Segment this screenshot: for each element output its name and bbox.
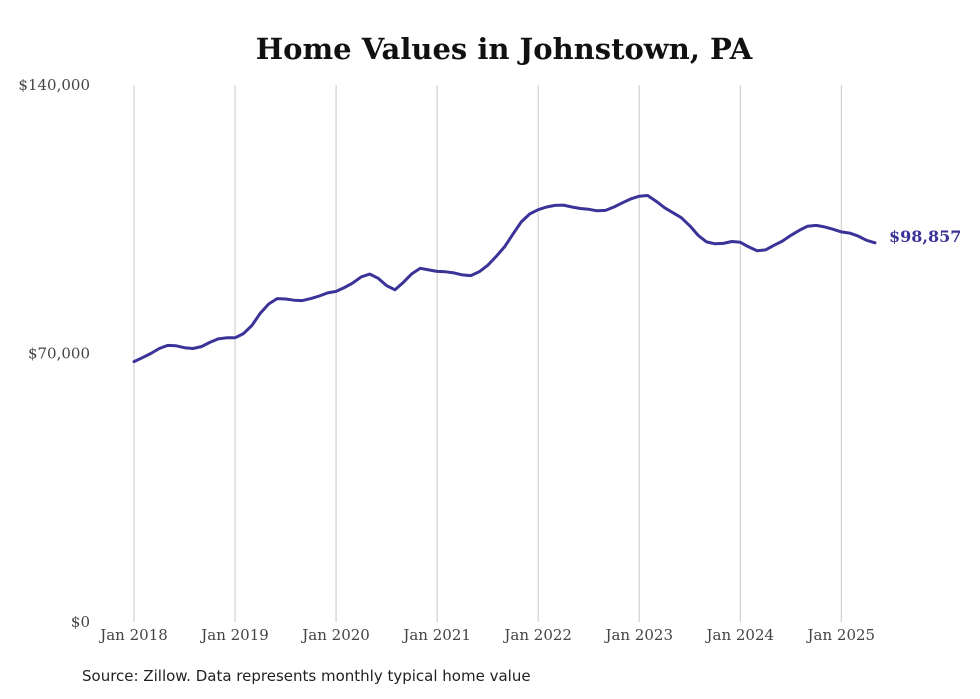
gridlines bbox=[133, 85, 842, 622]
y-tick-label: $140,000 bbox=[18, 76, 90, 94]
x-tick-label: Jan 2022 bbox=[502, 626, 572, 644]
x-axis-ticks: Jan 2018 Jan 2019 Jan 2020 Jan 2021 Jan 2022… bbox=[98, 626, 875, 644]
x-tick-label: Jan 2020 bbox=[300, 626, 370, 644]
last-value-label: $98,857 bbox=[889, 227, 961, 246]
y-axis-ticks: $0 $70,000 $140,000 bbox=[18, 76, 90, 631]
y-tick-label: $70,000 bbox=[28, 345, 90, 363]
x-tick-label: Jan 2019 bbox=[199, 626, 269, 644]
source-note: Source: Zillow. Data represents monthly … bbox=[82, 667, 531, 685]
x-tick-label: Jan 2024 bbox=[704, 626, 774, 644]
x-tick-label: Jan 2018 bbox=[98, 626, 168, 644]
home-value-line bbox=[132, 194, 877, 364]
y-tick-label: $0 bbox=[71, 613, 90, 631]
x-tick-label: Jan 2025 bbox=[806, 626, 876, 644]
x-tick-label: Jan 2023 bbox=[603, 626, 673, 644]
x-tick-label: Jan 2021 bbox=[401, 626, 471, 644]
chart-title: Home Values in Johnstown, PA bbox=[256, 32, 753, 66]
